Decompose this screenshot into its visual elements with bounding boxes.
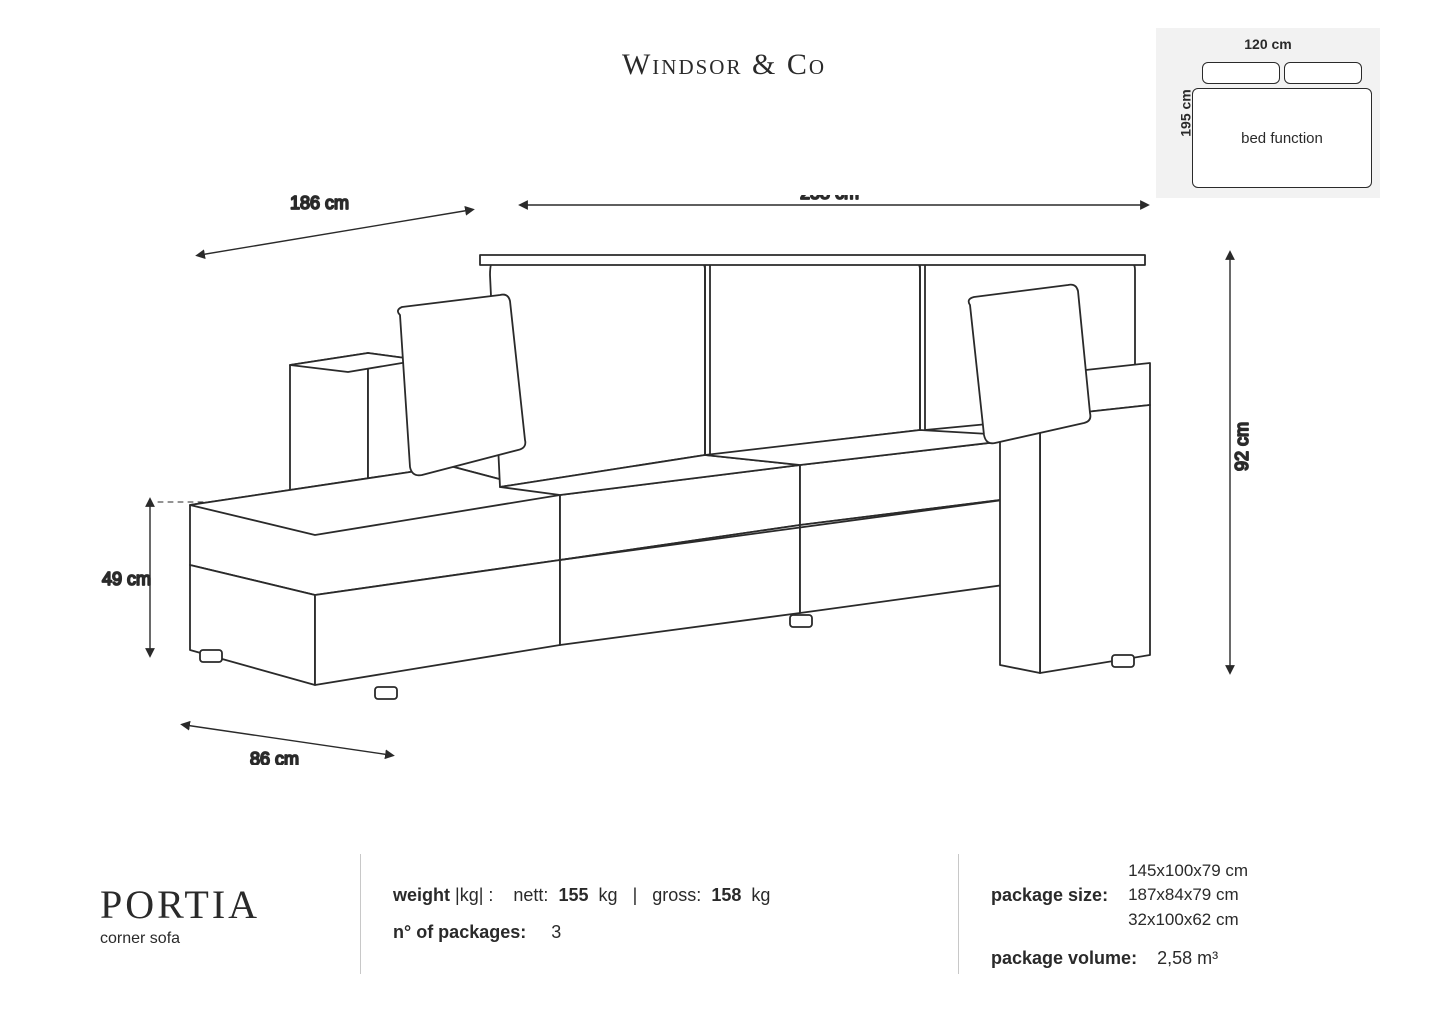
packages-row: n° of packages: 3 (393, 922, 926, 943)
product-subtitle: corner sofa (100, 930, 328, 948)
sofa-drawing: 186 cm 258 cm 92 cm 49 cm 86 cm (100, 195, 1340, 765)
bed-function-diagram: 120 cm 195 cm bed function (1156, 28, 1380, 198)
bed-pillows (1202, 62, 1362, 84)
brand-logo: Windsor & Co (622, 48, 826, 82)
spec-footer: PORTIA corner sofa weight |kg| : nett: 1… (100, 854, 1378, 974)
bed-pillow (1202, 62, 1280, 84)
pkg-size-row: package size: 145x100x79 cm 187x84x79 cm… (991, 859, 1346, 933)
dim-width: 258 cm (800, 195, 859, 203)
dim-depth: 186 cm (290, 195, 349, 213)
pkg-size-list: 145x100x79 cm 187x84x79 cm 32x100x62 cm (1128, 859, 1248, 933)
brand-text: Windsor & Co (622, 48, 826, 81)
dim-height: 92 cm (1232, 422, 1252, 471)
bed-pillow (1284, 62, 1362, 84)
dim-seat-width: 86 cm (250, 749, 299, 765)
bed-width-label: 120 cm (1156, 36, 1380, 52)
bed-caption: bed function (1241, 130, 1323, 147)
dim-seat-height: 49 cm (102, 569, 151, 589)
pkg-vol-row: package volume: 2,58 m³ (991, 948, 1346, 969)
bed-body: bed function (1192, 88, 1372, 188)
weight-row: weight |kg| : nett: 155 kg | gross: 158 … (393, 885, 926, 906)
product-name: PORTIA (100, 881, 328, 928)
